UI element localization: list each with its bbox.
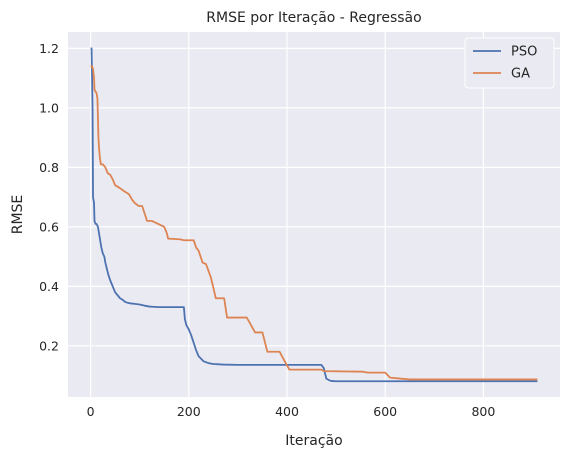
- legend-box: [464, 37, 555, 89]
- legend: PSO GA: [464, 37, 555, 89]
- x-tick-label: 200: [177, 404, 201, 419]
- y-tick-label: 0.6: [39, 219, 59, 234]
- chart-title: RMSE por Iteração - Regressão: [206, 10, 421, 26]
- x-tick-label: 0: [87, 404, 95, 419]
- plot-area: [68, 32, 560, 397]
- series-line-pso: [90, 47, 538, 383]
- x-axis-label: Iteração: [285, 433, 342, 449]
- y-tick-label: 0.4: [39, 279, 59, 294]
- y-tick-label: 1.0: [39, 100, 59, 115]
- legend-label: PSO: [511, 45, 537, 60]
- y-tick-label: 1.2: [39, 41, 59, 56]
- y-tick-label: 0.8: [39, 160, 59, 175]
- y-tick-label: 0.2: [39, 338, 59, 353]
- tick-labels: 0 200 400 600 800 0.2 0.4 0.6 0.8 1.0 1.2: [39, 41, 495, 419]
- legend-label: GA: [511, 67, 530, 82]
- x-tick-label: 600: [373, 404, 397, 419]
- grid: [68, 32, 560, 397]
- x-tick-label: 400: [275, 404, 299, 419]
- y-axis-label: RMSE: [10, 195, 26, 235]
- series-line-ga: [90, 65, 538, 381]
- series-group: [90, 47, 538, 383]
- x-tick-label: 800: [471, 404, 495, 419]
